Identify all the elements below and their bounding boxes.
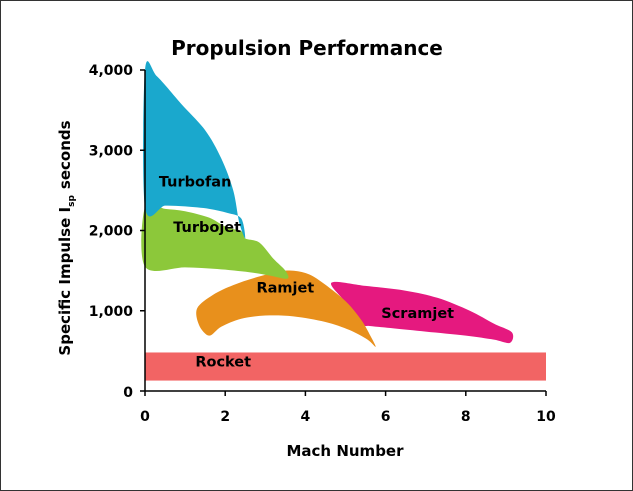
region-scramjet xyxy=(330,281,514,344)
region-label-turbojet: Turbojet xyxy=(173,220,241,236)
x-tick-label: 6 xyxy=(381,409,391,425)
chart-title: Propulsion Performance xyxy=(171,36,443,60)
x-axis-label: Mach Number xyxy=(286,442,404,460)
y-tick-label: 1,000 xyxy=(89,304,134,320)
x-tick-label: 0 xyxy=(140,409,150,425)
y-tick-label: 4,000 xyxy=(89,63,134,79)
region-turbofan xyxy=(143,61,246,239)
region-rocket xyxy=(145,352,546,381)
x-ticks: 0 2 4 6 8 10 xyxy=(140,391,556,425)
y-tick-label: 2,000 xyxy=(89,224,134,240)
region-ramjet xyxy=(196,270,376,347)
y-axis-label-unit: seconds xyxy=(56,120,74,189)
x-tick-label: 10 xyxy=(536,409,556,425)
y-axis-label: Specific Impulse Isp seconds xyxy=(56,120,77,355)
x-tick-label: 8 xyxy=(461,409,471,425)
region-label-scramjet: Scramjet xyxy=(381,306,454,322)
y-axis-label-subscript: sp xyxy=(67,195,77,207)
y-ticks: 0 1,000 2,000 3,000 4,000 xyxy=(89,63,145,401)
y-tick-label: 0 xyxy=(123,385,133,401)
x-tick-label: 2 xyxy=(220,409,230,425)
region-label-rocket: Rocket xyxy=(195,355,251,371)
y-axis-label-main: Specific Impulse I xyxy=(56,207,74,356)
region-turbojet xyxy=(141,203,289,279)
region-label-ramjet: Ramjet xyxy=(256,280,314,296)
x-tick-label: 4 xyxy=(301,409,311,425)
region-labels-layer: Turbofan Turbojet Ramjet Scramjet Rocket xyxy=(159,174,454,370)
region-label-turbofan: Turbofan xyxy=(159,174,232,190)
regions-layer xyxy=(141,61,546,381)
y-tick-label: 3,000 xyxy=(89,143,134,159)
